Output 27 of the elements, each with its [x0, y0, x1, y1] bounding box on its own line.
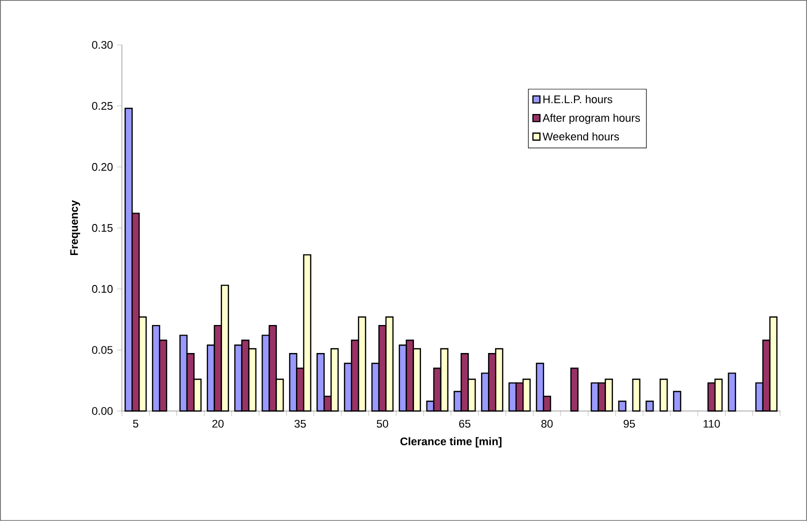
y-tick-label: 0.15: [92, 224, 113, 232]
y-tick-label: 0.10: [92, 285, 113, 293]
bar: [660, 378, 668, 412]
legend-label: Weekend hours: [542, 132, 619, 140]
y-tick-label: 0.25: [92, 102, 113, 110]
x-tick-label: 80: [541, 420, 553, 428]
bar: [728, 372, 736, 412]
x-axis-title: Clerance time [min]: [400, 437, 502, 448]
legend-label: After program hours: [542, 114, 640, 124]
bar: [646, 400, 654, 412]
x-tick-label: 50: [376, 420, 388, 428]
bar: [632, 378, 640, 412]
x-tick-label: 65: [459, 420, 470, 428]
x-tick-label: 20: [212, 420, 224, 428]
y-tick-label: 0.30: [92, 41, 113, 49]
x-tick-label: 5: [133, 420, 138, 428]
x-tick-label: 110: [704, 420, 720, 428]
y-tick-label: 0.20: [92, 163, 113, 171]
y-tick-label: 0.00: [92, 407, 113, 415]
bar: [570, 368, 579, 412]
bar: [618, 400, 626, 412]
bar: [673, 390, 682, 412]
y-tick-label: 0.05: [92, 346, 113, 354]
x-tick-label: 35: [294, 420, 306, 428]
legend-label: H.E.L.P. hours: [543, 95, 612, 104]
x-tick-label: 95: [624, 420, 635, 428]
y-axis-title: Frequency: [70, 200, 80, 256]
